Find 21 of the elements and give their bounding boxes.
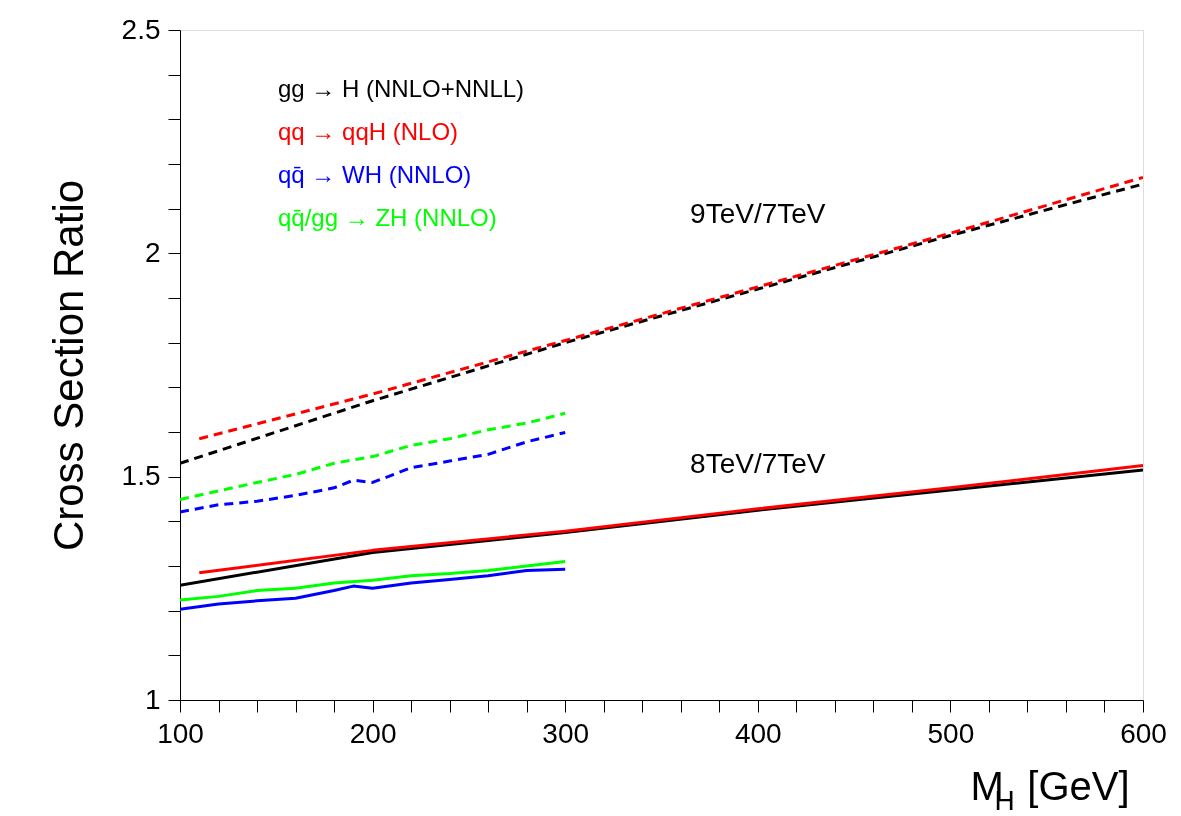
x-tick-label: 200 (349, 717, 397, 749)
y-tick-label: 2 (144, 236, 161, 268)
line-series (180, 567, 567, 611)
x-tick-label: 600 (1120, 717, 1167, 749)
y-tick-label: 1 (144, 683, 161, 715)
annotation: 8TeV/7TeV (690, 448, 826, 479)
annotation: 9TeV/7TeV (690, 198, 826, 229)
x-tick-label: 400 (734, 717, 782, 749)
text: qq → qqH (NLO) (278, 118, 459, 145)
x-tick-label: 100 (157, 717, 204, 749)
text: gg → H (NNLO+NNLL) (278, 75, 525, 102)
y-tick-label: 2.5 (121, 13, 161, 45)
line-series (180, 411, 567, 501)
y-axis-title: Cross Section Ratio (44, 179, 92, 552)
x-tick-label: 500 (927, 717, 975, 749)
y-tick-label: 1.5 (121, 460, 161, 492)
x-tick-label: 300 (542, 717, 590, 749)
text: qq̄ → WH (NNLO) (278, 161, 472, 188)
text: qq̄/gg → ZH (NNLO) (278, 204, 497, 231)
line-series (180, 430, 567, 514)
line-series (180, 560, 567, 602)
